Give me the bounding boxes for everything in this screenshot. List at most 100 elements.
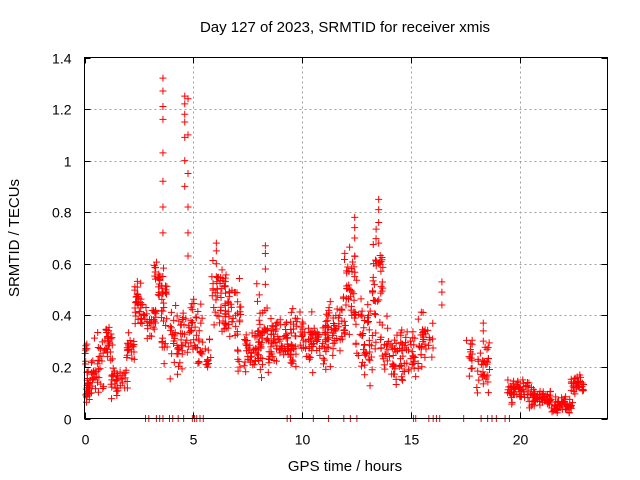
data-point xyxy=(276,349,284,357)
data-point xyxy=(102,345,110,353)
data-point xyxy=(191,323,199,331)
data-point xyxy=(326,298,334,306)
data-point xyxy=(255,343,263,351)
data-point xyxy=(170,316,178,324)
data-point xyxy=(225,292,233,300)
data-point xyxy=(130,355,138,363)
data-point-spike xyxy=(159,87,167,95)
data-point xyxy=(241,335,249,343)
data-point xyxy=(255,327,263,335)
data-point xyxy=(567,402,575,410)
data-point xyxy=(135,309,143,317)
data-point xyxy=(382,350,390,358)
data-point xyxy=(108,372,116,380)
data-point xyxy=(561,395,569,403)
data-point xyxy=(379,284,387,292)
data-point xyxy=(206,335,214,343)
data-point xyxy=(345,295,353,303)
data-point xyxy=(172,301,180,309)
data-point xyxy=(284,334,292,342)
data-point xyxy=(326,363,334,371)
data-point xyxy=(166,322,174,330)
data-point xyxy=(183,348,191,356)
data-point xyxy=(221,310,229,318)
x-tick-label: 20 xyxy=(513,432,529,448)
data-point xyxy=(481,343,489,351)
data-point xyxy=(366,307,374,315)
data-point xyxy=(215,312,223,320)
data-point xyxy=(353,276,361,284)
data-point xyxy=(377,344,385,352)
data-point-spike xyxy=(261,280,269,288)
data-point xyxy=(149,323,157,331)
data-point xyxy=(210,304,218,312)
data-point xyxy=(285,350,293,358)
data-point-spike xyxy=(159,203,167,211)
data-point xyxy=(421,353,429,361)
data-point xyxy=(357,362,365,370)
data-point-spike xyxy=(375,219,383,227)
data-point xyxy=(298,318,306,326)
data-point xyxy=(527,390,535,398)
data-point xyxy=(377,283,385,291)
data-point xyxy=(213,285,221,293)
data-point xyxy=(218,266,226,274)
data-point xyxy=(384,346,392,354)
data-point xyxy=(179,341,187,349)
data-point xyxy=(365,326,373,334)
data-point xyxy=(228,318,236,326)
data-point xyxy=(160,264,168,272)
data-point xyxy=(511,390,519,398)
data-point xyxy=(154,273,162,281)
data-point xyxy=(283,319,291,327)
data-point xyxy=(175,346,183,354)
data-point xyxy=(527,384,535,392)
data-point xyxy=(204,346,212,354)
data-point xyxy=(269,353,277,361)
x-tick-label: 0 xyxy=(82,432,90,448)
data-point xyxy=(176,359,184,367)
data-point xyxy=(100,383,108,391)
data-point xyxy=(482,373,490,381)
data-point xyxy=(575,382,583,390)
data-point xyxy=(299,320,307,328)
data-point xyxy=(336,306,344,314)
data-point xyxy=(360,324,368,332)
data-point xyxy=(95,374,103,382)
data-point xyxy=(523,382,531,390)
data-point xyxy=(300,336,308,344)
data-point xyxy=(188,306,196,314)
data-point xyxy=(244,352,252,360)
data-point xyxy=(216,280,224,288)
data-point xyxy=(177,321,185,329)
data-point-spike xyxy=(184,170,192,178)
data-point xyxy=(82,345,90,353)
data-point xyxy=(383,312,391,320)
data-point-spike xyxy=(159,102,167,110)
data-point xyxy=(370,281,378,289)
data-point xyxy=(276,316,284,324)
data-point xyxy=(366,356,374,364)
data-point xyxy=(221,282,229,290)
data-point xyxy=(347,286,355,294)
data-point xyxy=(392,348,400,356)
data-point xyxy=(254,327,262,335)
data-point xyxy=(174,350,182,358)
data-point xyxy=(371,311,379,319)
data-point xyxy=(217,306,225,314)
data-point xyxy=(514,378,522,386)
data-point xyxy=(237,311,245,319)
data-point xyxy=(133,277,141,285)
data-point xyxy=(331,326,339,334)
data-point xyxy=(139,310,147,318)
data-point-spike xyxy=(159,115,167,123)
data-point xyxy=(357,295,365,303)
data-point xyxy=(188,300,196,308)
data-point xyxy=(315,330,323,338)
data-point xyxy=(222,271,230,279)
data-point xyxy=(240,362,248,370)
data-point xyxy=(221,320,229,328)
data-point xyxy=(220,325,228,333)
data-point xyxy=(265,356,273,364)
chart-title: Day 127 of 2023, SRMTID for receiver xmi… xyxy=(200,19,490,36)
